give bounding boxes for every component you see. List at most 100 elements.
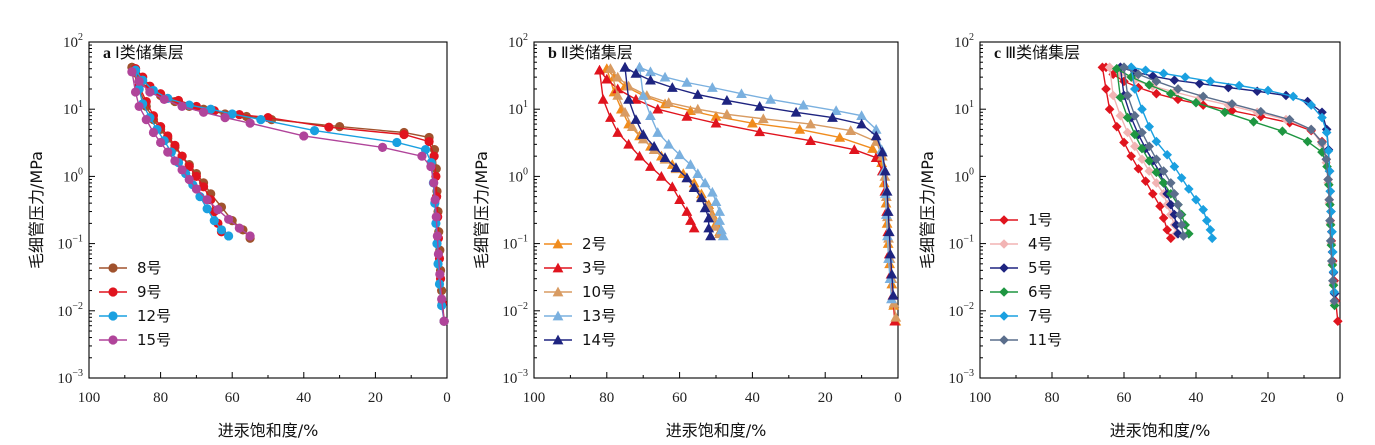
x-tick-label: 0 [894, 390, 902, 406]
legend-item: 1号 [990, 211, 1053, 229]
legend-item: 2号 [544, 235, 607, 253]
data-point [1306, 100, 1316, 110]
data-point [1119, 62, 1129, 73]
data-point [1220, 107, 1230, 118]
x-tick-label: 60 [1117, 390, 1132, 406]
data-point [706, 186, 718, 197]
data-point [692, 103, 704, 114]
x-axis: 100 80 60 40 20 0 [523, 372, 902, 406]
data-point [630, 93, 642, 104]
data-point [206, 104, 216, 114]
legend-item: 6号 [990, 283, 1053, 301]
x-tick-label: 40 [745, 390, 760, 406]
data-point [170, 140, 180, 150]
y-tick-label: 10−3 [57, 368, 83, 387]
data-point [721, 108, 733, 119]
data-point [1198, 91, 1208, 102]
data-point [645, 161, 656, 171]
series-line-drainage [598, 69, 896, 322]
y-tick-label: 10−1 [57, 234, 83, 253]
data-point [681, 77, 693, 87]
data-point [699, 177, 711, 188]
data-point [659, 152, 671, 162]
data-point [1140, 65, 1151, 76]
data-point [797, 99, 809, 110]
data-point [399, 129, 409, 140]
data-point [1151, 154, 1162, 165]
panel-title: c Ⅲ类储集层 [994, 43, 1080, 62]
data-point [1173, 199, 1183, 210]
data-point [433, 249, 444, 259]
data-point [163, 147, 173, 157]
data-point [439, 316, 449, 326]
data-point [652, 127, 664, 137]
data-point [145, 87, 155, 97]
legend-item: 12号 [99, 307, 171, 325]
data-point [148, 127, 159, 138]
x-tick-label: 60 [672, 390, 687, 406]
data-point [710, 111, 722, 121]
data-point [1137, 127, 1147, 138]
y-axis-title: 毛细管压力/MPa [472, 151, 491, 269]
data-point [1144, 80, 1154, 90]
legend-marker [999, 335, 1009, 345]
data-point [1137, 104, 1147, 114]
data-point [1321, 154, 1332, 165]
data-point [1130, 141, 1140, 152]
x-tick-label: 100 [78, 390, 101, 406]
legend-marker [108, 335, 118, 345]
legend-marker [552, 286, 564, 297]
data-point [666, 82, 678, 92]
legend-marker [552, 262, 564, 273]
data-point [1328, 267, 1339, 277]
data-point [1169, 75, 1180, 86]
data-point [805, 118, 817, 129]
x-tick-label: 80 [599, 390, 614, 406]
chart-panel-c: 10−3 10−2 10−1 100 101 102 100 80 60 40 20 0 进汞饱和度/%… [918, 32, 1344, 440]
data-point [714, 206, 726, 216]
data-point [1205, 76, 1216, 87]
data-point [213, 205, 223, 215]
data-point [1144, 166, 1154, 176]
data-point [856, 110, 867, 121]
legend-item: 11号 [990, 331, 1062, 349]
x-tick-label: 100 [969, 390, 992, 406]
data-point [1166, 199, 1176, 210]
data-point [696, 192, 707, 203]
data-point [1122, 90, 1133, 101]
y-tick-label: 102 [954, 32, 974, 51]
data-point [1169, 189, 1180, 199]
data-point [1328, 275, 1338, 286]
data-point [1277, 126, 1288, 137]
x-axis-title: 进汞饱和度/% [218, 421, 319, 440]
data-point [685, 215, 696, 225]
data-point [882, 206, 894, 216]
data-point [612, 127, 624, 137]
data-point [890, 311, 902, 322]
legend-label: 9号 [137, 283, 162, 301]
data-point [1176, 173, 1187, 183]
data-point [612, 71, 624, 82]
data-point [1158, 68, 1169, 79]
series-line-imbibition [131, 71, 251, 237]
data-point [224, 231, 234, 241]
data-point [429, 178, 439, 188]
data-point [827, 112, 838, 122]
data-point [883, 226, 895, 237]
data-point [437, 294, 447, 304]
data-point [765, 93, 776, 104]
data-point [1288, 91, 1298, 102]
data-point [1108, 90, 1118, 101]
y-tick-label: 101 [954, 99, 974, 118]
data-point [884, 248, 896, 259]
data-point [848, 144, 860, 154]
data-point [1198, 204, 1208, 215]
data-point [1227, 99, 1237, 109]
data-point [663, 97, 675, 108]
data-point [1325, 215, 1335, 226]
data-point [1329, 296, 1340, 306]
data-point [1151, 167, 1162, 178]
data-point [1151, 88, 1162, 99]
data-point [1166, 233, 1176, 244]
data-point [1166, 88, 1176, 99]
